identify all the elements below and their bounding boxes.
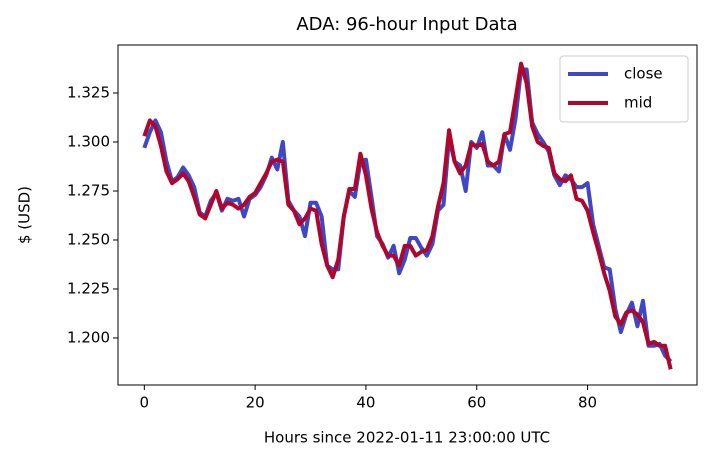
x-tick-label: 60 bbox=[467, 394, 486, 412]
legend-label: close bbox=[624, 65, 663, 83]
series-line bbox=[142, 61, 673, 370]
chart-title: ADA: 96-hour Input Data bbox=[296, 14, 517, 35]
y-tick-label: 1.200 bbox=[67, 328, 110, 346]
y-tick-label: 1.225 bbox=[67, 279, 110, 297]
axes-frame bbox=[117, 44, 698, 386]
x-axis-label: Hours since 2022-01-11 23:00:00 UTC bbox=[264, 429, 550, 447]
series-line bbox=[142, 67, 673, 363]
x-tick-label: 80 bbox=[578, 394, 597, 412]
y-tick-label: 1.275 bbox=[67, 181, 110, 199]
y-tick-label: 1.300 bbox=[67, 133, 110, 151]
y-tick-label: 1.325 bbox=[67, 84, 110, 102]
y-tick-label: 1.250 bbox=[67, 230, 110, 248]
x-tick-label: 0 bbox=[140, 394, 150, 412]
x-tick-label: 20 bbox=[246, 394, 265, 412]
x-tick-label: 40 bbox=[356, 394, 375, 412]
y-axis-label: $ (USD) bbox=[16, 186, 34, 244]
legend-label: mid bbox=[624, 94, 652, 112]
